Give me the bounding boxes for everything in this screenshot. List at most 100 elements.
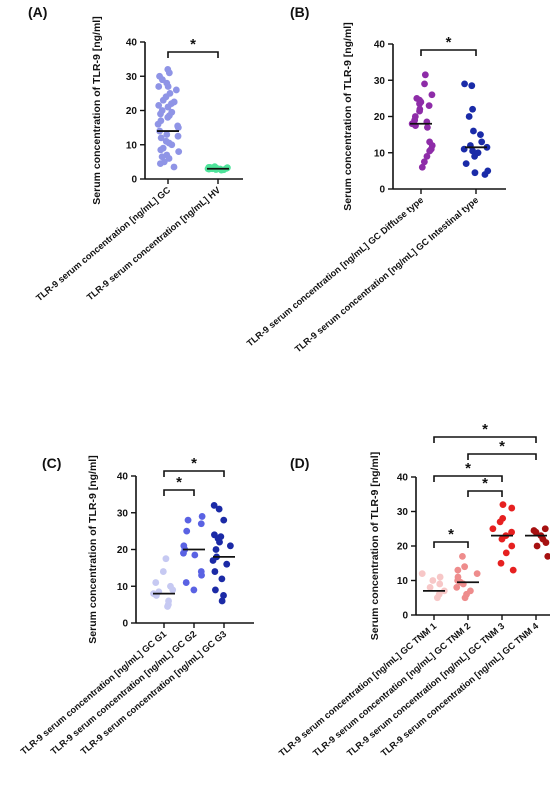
panel-a: (A) 0 10 20 30 40 Serum concentration of TLR-9…	[28, 4, 243, 303]
data-point	[154, 120, 162, 128]
data-point	[541, 525, 549, 533]
significance-bracket	[467, 490, 503, 497]
significance-star: *	[176, 474, 182, 491]
data-point	[157, 134, 165, 142]
data-point	[220, 516, 228, 524]
y-tick-label: 0	[131, 175, 137, 186]
data-point	[218, 597, 226, 605]
data-point	[172, 86, 180, 94]
data-point	[436, 573, 444, 581]
data-point	[420, 158, 428, 166]
data-point	[461, 563, 469, 571]
data-point	[508, 542, 516, 550]
y-tick-label: 0	[379, 185, 385, 196]
significance-bracket	[433, 475, 503, 482]
y-tick-label: 40	[374, 40, 386, 51]
data-point	[174, 132, 182, 140]
y-tick-label: 10	[117, 582, 129, 593]
data-point	[156, 160, 164, 167]
panel-label: (A)	[28, 4, 47, 20]
data-point	[429, 577, 437, 584]
significance-star: *	[448, 526, 454, 543]
data-point	[198, 571, 205, 579]
data-point	[165, 69, 173, 77]
y-tick-label: 40	[117, 472, 129, 483]
significance-star: *	[191, 455, 197, 472]
data-point	[211, 568, 219, 575]
y-tick-label: 40	[397, 473, 409, 484]
data-point	[459, 552, 466, 560]
panel-b: (B) 0 10 20 30 40 Serum concentration of TLR-9…	[245, 4, 506, 354]
data-point	[164, 103, 172, 111]
y-tick-label: 30	[374, 76, 386, 87]
data-point	[164, 83, 172, 90]
y-tick-label: 20	[126, 106, 138, 117]
x-tick-label: TLR-9 serum concentration [ng/mL] GC TNM…	[345, 621, 506, 759]
data-point	[211, 586, 219, 594]
data-point	[184, 516, 192, 524]
data-point	[157, 146, 165, 154]
data-point	[509, 566, 517, 574]
data-point	[425, 102, 433, 110]
significance-star: *	[465, 460, 471, 477]
data-point	[453, 584, 461, 591]
significance-star: *	[190, 36, 196, 53]
data-point	[428, 91, 436, 99]
y-tick-label: 30	[397, 507, 409, 518]
data-point	[461, 80, 468, 88]
data-point	[223, 560, 231, 568]
data-point	[216, 538, 223, 546]
x-tick-label: TLR-9 serum concentration [ng/mL] GC G2	[49, 629, 199, 757]
data-point	[164, 603, 171, 610]
data-point	[508, 528, 515, 536]
data-point	[426, 584, 434, 591]
x-tick-label: TLR-9 serum concentration [ng/mL] GC Int…	[293, 195, 480, 355]
data-point	[212, 546, 220, 553]
data-point	[423, 152, 431, 160]
y-tick-label: 10	[126, 140, 138, 151]
data-point	[473, 570, 481, 577]
data-point	[544, 552, 550, 560]
data-point	[155, 101, 163, 109]
data-point	[418, 163, 426, 171]
y-tick-label: 20	[397, 542, 409, 553]
data-point	[210, 502, 218, 509]
data-point	[542, 539, 550, 546]
data-point	[498, 535, 506, 543]
data-point	[155, 83, 163, 90]
panel-d: (D) 0 10 20 30 40 Serum concentration of TLR-9…	[277, 421, 550, 758]
data-point	[508, 504, 516, 512]
significance-bracket	[467, 453, 537, 460]
data-point	[454, 566, 462, 574]
data-point	[218, 575, 226, 583]
significance-star: *	[482, 475, 488, 492]
data-point	[421, 80, 428, 88]
significance-bracket	[433, 436, 537, 443]
data-point	[533, 542, 541, 550]
data-point	[462, 160, 470, 168]
data-point	[163, 131, 171, 138]
y-axis-label: Serum concentration of TLR-9 [ng/ml]	[87, 455, 99, 643]
data-point	[226, 542, 234, 550]
data-point	[489, 525, 497, 533]
panel-c: (C) 0 10 20 30 40 Serum concentration of TLR-9…	[19, 455, 254, 757]
data-point	[162, 555, 170, 563]
data-point	[197, 520, 205, 528]
y-tick-label: 10	[374, 148, 386, 159]
data-point	[471, 152, 478, 160]
y-tick-label: 40	[126, 38, 138, 49]
data-point	[170, 163, 178, 171]
y-axis-label: Serum concentration of TLR-9 [ng/ml]	[91, 16, 103, 204]
data-point	[469, 147, 477, 155]
significance-bracket	[433, 541, 469, 548]
data-point	[175, 148, 183, 156]
y-tick-label: 20	[374, 112, 386, 123]
x-tick-label: TLR-9 serum concentration [ng/mL] GC Dif…	[245, 195, 425, 349]
y-tick-label: 10	[397, 576, 409, 587]
x-tick-label: TLR-9 serum concentration [ng/mL] GC TNM…	[311, 621, 472, 759]
data-point	[164, 113, 172, 121]
y-axis-label: Serum concentration of TLR-9 [ng/ml]	[342, 22, 354, 210]
data-point	[465, 113, 473, 120]
data-point	[499, 501, 507, 508]
y-tick-label: 0	[122, 619, 128, 630]
